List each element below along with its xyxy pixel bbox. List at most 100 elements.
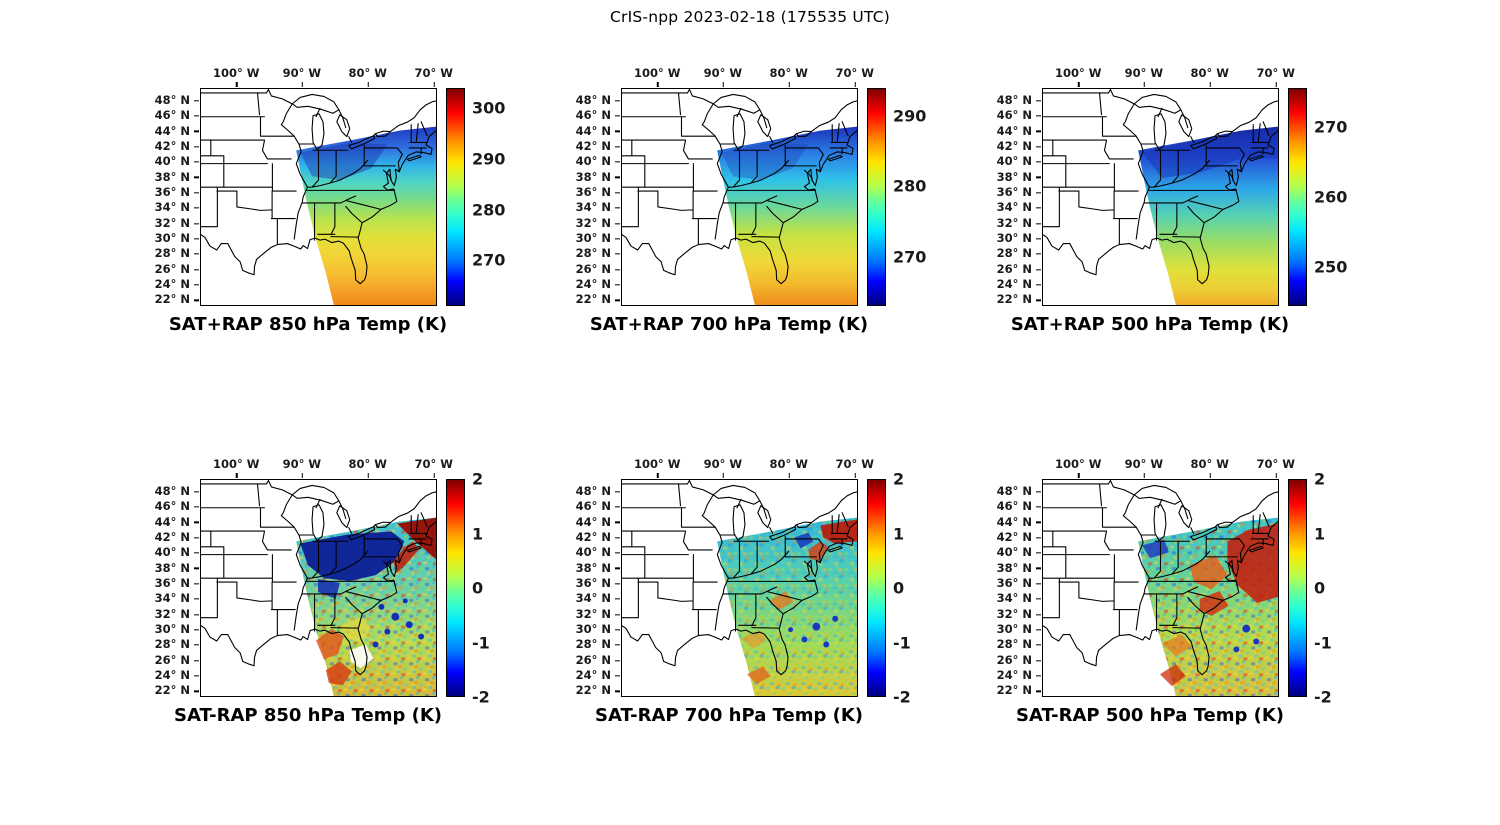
tick-label: 42° N <box>154 139 190 154</box>
negative-anomaly-blob <box>1142 539 1169 559</box>
panel-title: SAT+RAP 500 hPa Temp (K) <box>1010 314 1290 335</box>
tick-label: 28° N <box>154 246 190 261</box>
tick-label: 48° N <box>575 484 611 498</box>
colorbar: 290 280 270 <box>867 88 947 306</box>
warm-patch <box>746 666 771 685</box>
map-plot <box>1042 479 1279 697</box>
tick-label: 26° N <box>154 652 190 667</box>
tick-label: 90° W <box>1124 457 1164 478</box>
warm-patch <box>1161 634 1192 657</box>
y-axis-tick-labels: 48° N 46° N 44° N 42° N 40° N 38° N 36° N 34° N… <box>148 88 200 306</box>
tick-label: 36° N <box>154 185 190 200</box>
map-plot <box>200 88 437 306</box>
cold-region-overlay <box>1142 128 1278 179</box>
map-plot <box>621 479 858 697</box>
colorbar-tick-label: 290 <box>893 106 927 126</box>
tick-label: 28° N <box>996 637 1032 652</box>
negative-anomaly-blob <box>300 531 405 582</box>
cold-region-overlay <box>300 142 388 181</box>
tick-label: 70° W <box>835 457 874 478</box>
map-plot <box>621 88 858 306</box>
tick-label: 40° N <box>996 154 1032 169</box>
colorbar-gradient <box>446 479 465 697</box>
y-axis-tick-labels: 48° N 46° N 44° N 42° N 40° N 38° N 36° N 34° N… <box>569 88 621 306</box>
positive-anomaly-streak <box>393 541 420 574</box>
colorbar: 2 1 0 -1 -2 <box>446 470 526 707</box>
tick-label: 80° W <box>769 457 809 478</box>
warm-patch <box>768 590 794 610</box>
colorbar-tick-label: 270 <box>472 250 506 270</box>
tick-label: 22° N <box>996 683 1032 698</box>
tick-label: 22° N <box>154 292 190 307</box>
panel-title: SAT-RAP 500 hPa Temp (K) <box>1015 705 1285 726</box>
colorbar-tick-label: -1 <box>893 633 911 652</box>
tick-label: 48° N <box>154 484 190 498</box>
warm-patch <box>325 661 352 686</box>
cold-spots <box>788 615 839 648</box>
cold-spots <box>1233 624 1260 653</box>
colorbar-tick-label: 250 <box>1314 257 1348 277</box>
warm-patch <box>1160 664 1186 687</box>
tick-label: 28° N <box>575 246 611 261</box>
tick-label: 90° W <box>703 457 743 478</box>
tick-label: 70° W <box>1256 66 1295 87</box>
x-axis-tick-labels: 100° W 90° W 80° W 70° W <box>1042 453 1295 479</box>
x-axis-tick-labels: 100° W 90° W 80° W 70° W <box>1042 62 1295 88</box>
panel-title: SAT-RAP 850 hPa Temp (K) <box>173 705 443 726</box>
tick-label: 48° N <box>996 484 1032 498</box>
map-plot <box>200 479 437 697</box>
colorbar: 2 1 0 -1 -2 <box>1288 470 1368 707</box>
colorbar-gradient <box>1288 479 1307 697</box>
tick-label: 44° N <box>996 123 1032 138</box>
cold-region-overlay <box>721 142 809 181</box>
tick-label: 46° N <box>996 108 1032 123</box>
tick-label: 24° N <box>575 668 611 683</box>
tick-label: 26° N <box>996 261 1032 276</box>
tick-label: 44° N <box>575 514 611 529</box>
colorbar-tick-label: 1 <box>1314 524 1326 543</box>
panel-sat-plus-rap-700: 100° W 90° W 80° W 70° W 48° N 46° N 44° N 42°… <box>569 62 949 335</box>
tick-label: 40° N <box>154 545 190 560</box>
colorbar-tick-label: 2 <box>472 469 484 489</box>
colorbar-tick-label: 0 <box>472 578 484 598</box>
colorbar-gradient <box>446 88 465 306</box>
colorbar-gradient <box>867 479 886 697</box>
figure-title: CrIS-npp 2023-02-18 (175535 UTC) <box>610 8 890 26</box>
tick-label: 22° N <box>575 292 611 307</box>
panel-sat-minus-rap-850: 100° W 90° W 80° W 70° W 48° N 46° N 44° N 42°… <box>148 453 528 726</box>
positive-anomaly-streak <box>808 541 830 562</box>
tick-label: 30° N <box>575 622 611 637</box>
tick-label: 80° W <box>1190 66 1230 87</box>
colorbar-tick-label: 2 <box>893 469 905 489</box>
colorbar-tick-label: 280 <box>893 176 927 196</box>
tick-label: 40° N <box>575 545 611 560</box>
colorbar-tick-label: 300 <box>472 98 506 118</box>
tick-label: 36° N <box>996 576 1032 591</box>
tick-label: 70° W <box>414 457 453 478</box>
x-axis-tick-labels: 100° W 90° W 80° W 70° W <box>200 453 453 479</box>
tick-label: 36° N <box>996 185 1032 200</box>
tick-label: 42° N <box>575 530 611 545</box>
tick-label: 40° N <box>996 545 1032 560</box>
tick-label: 22° N <box>996 292 1032 307</box>
y-axis-tick-labels: 48° N 46° N 44° N 42° N 40° N 38° N 36° N 34° N… <box>148 479 200 697</box>
tick-label: 26° N <box>996 652 1032 667</box>
tick-label: 26° N <box>154 261 190 276</box>
tick-label: 42° N <box>154 530 190 545</box>
panel-sat-minus-rap-500: 100° W 90° W 80° W 70° W 48° N 46° N 44° N 42°… <box>990 453 1370 726</box>
tick-label: 24° N <box>575 277 611 292</box>
tick-label: 24° N <box>154 668 190 683</box>
warm-patch <box>316 628 344 660</box>
tick-label: 100° W <box>1055 457 1102 478</box>
tick-label: 32° N <box>154 215 190 230</box>
tick-label: 42° N <box>996 530 1032 545</box>
tick-label: 24° N <box>154 277 190 292</box>
colorbar-tick-label: -2 <box>1314 687 1332 707</box>
colorbar-tick-label: 280 <box>472 200 506 220</box>
tick-label: 26° N <box>575 652 611 667</box>
tick-label: 70° W <box>414 66 453 87</box>
tick-label: 80° W <box>1190 457 1230 478</box>
tick-label: 22° N <box>575 683 611 698</box>
tick-label: 80° W <box>769 66 809 87</box>
y-axis-tick-labels: 48° N 46° N 44° N 42° N 40° N 38° N 36° N 34° N… <box>990 88 1042 306</box>
